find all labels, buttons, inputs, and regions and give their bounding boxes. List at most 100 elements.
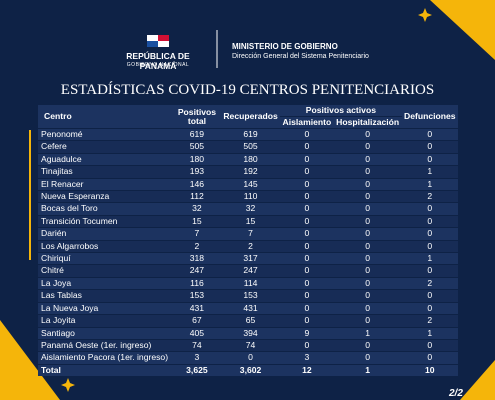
- cell: 1: [427, 327, 433, 338]
- table-row: Aislamiento Pacora (1er. ingreso) 3 0 3 0 0: [38, 352, 458, 364]
- table-row: Cefere 505 505 0 0 0: [38, 141, 458, 153]
- cell: 192: [243, 166, 258, 177]
- cell: 0: [304, 129, 310, 139]
- cell: 394: [243, 327, 258, 338]
- cell: 1: [365, 327, 371, 338]
- department: Dirección General del Sistema Penitencia…: [232, 53, 369, 60]
- cell: 0: [365, 129, 371, 139]
- cell: 153: [189, 290, 205, 301]
- total-cell: 3,602: [239, 364, 262, 375]
- sparkle: [61, 378, 75, 392]
- table-row: El Renacer 146 145 0 0 1: [38, 178, 458, 191]
- cell: 0: [304, 166, 310, 177]
- cell: 67: [192, 315, 202, 326]
- table-row: Santiago 405 394 9 1 1: [38, 327, 458, 339]
- cell: 0: [304, 265, 310, 276]
- cell: 2: [194, 240, 200, 251]
- center-name: Bocas del Toro: [41, 203, 98, 214]
- cell: 0: [365, 339, 371, 350]
- cell: 0: [304, 315, 310, 326]
- corner-shape: [0, 320, 60, 400]
- center-name: Darién: [41, 228, 67, 239]
- cell: 431: [243, 302, 258, 313]
- cell: 619: [243, 129, 258, 139]
- center-name: Transición Tocumen: [41, 215, 118, 226]
- col-header: Centro: [44, 111, 72, 121]
- cell: 405: [189, 327, 205, 338]
- cell: 2: [427, 315, 433, 326]
- cell: 7: [248, 228, 253, 239]
- cell: 15: [192, 215, 202, 226]
- total-cell: Total: [41, 364, 61, 375]
- cell: 1: [427, 178, 433, 189]
- center-name: El Renacer: [41, 178, 84, 189]
- cell: 114: [243, 277, 258, 288]
- title: ESTADÍSTICAS COVID-19 CENTROS PENITENCIA…: [60, 82, 435, 98]
- center-name: Cefere: [41, 141, 67, 152]
- cell: 193: [189, 166, 205, 177]
- table-row: Tinajitas 193 192 0 0 1: [38, 166, 458, 178]
- cell: 0: [427, 265, 433, 276]
- table-row: Aguadulce 180 180 0 0 0: [38, 153, 458, 166]
- center-name: Tinajitas: [41, 166, 73, 177]
- col-header: Recuperados: [223, 111, 278, 121]
- header-row: Centro Positivos total Recuperados Posit…: [38, 105, 458, 125]
- cell: 2: [427, 191, 433, 202]
- table-row: Penonomé 619 619 0 0 0: [38, 129, 458, 141]
- cell: 0: [304, 240, 310, 251]
- cell: 0: [427, 153, 433, 164]
- cell: 32: [192, 203, 202, 214]
- cell: 15: [245, 215, 256, 226]
- cell: 180: [243, 153, 258, 164]
- table-row: Nueva Esperanza 112 110 0 0 2: [38, 191, 458, 203]
- government: GOBIERNO NACIONAL: [126, 62, 190, 68]
- cell: 0: [304, 203, 310, 214]
- cell: 3: [194, 352, 200, 363]
- total-row: Total 3,625 3,602 12 1 10: [38, 364, 458, 377]
- cell: 0: [427, 203, 433, 214]
- cell: 7: [194, 228, 200, 239]
- center-name: Chitré: [41, 265, 64, 276]
- table-row: La Nueva Joya 431 431 0 0 0: [38, 302, 458, 315]
- cell: 0: [365, 166, 371, 177]
- cell: 0: [304, 141, 310, 152]
- cell: 145: [243, 178, 258, 189]
- ministry: MINISTERIO DE GOBIERNO: [232, 42, 338, 51]
- cell: 0: [304, 302, 310, 313]
- table-row: Los Algarrobos 2 2 0 0 0: [38, 240, 458, 253]
- cell: 0: [304, 290, 310, 301]
- cell: 0: [427, 141, 433, 152]
- table-row: Bocas del Toro 32 32 0 0 0: [38, 203, 458, 215]
- cell: 0: [427, 228, 433, 239]
- cell: 0: [365, 315, 371, 326]
- cell: 317: [243, 253, 258, 264]
- center-name: Panamá Oeste (1er. ingreso): [41, 339, 152, 350]
- center-name: La Joyita: [41, 315, 76, 326]
- table-row: Chitré 247 247 0 0 0: [38, 265, 458, 277]
- cell: 0: [365, 141, 371, 152]
- cell: 32: [245, 203, 256, 214]
- center-name: Chiriquí: [41, 253, 71, 264]
- cell: 2: [248, 240, 253, 251]
- cell: 0: [304, 191, 310, 202]
- cell: 74: [192, 339, 202, 350]
- sparkle: [418, 8, 432, 22]
- col-header: Aislamiento: [282, 117, 332, 127]
- cell: 1: [427, 253, 433, 264]
- cell: 0: [365, 178, 371, 189]
- total-cell: 1: [365, 364, 371, 375]
- table-row: Darién 7 7 0 0 0: [38, 228, 458, 240]
- total-cell: 10: [425, 364, 435, 375]
- table-row: Chiriquí 318 317 0 0 1: [38, 253, 458, 265]
- cell: 0: [365, 302, 371, 313]
- table-row: Las Tablas 153 153 0 0 0: [38, 290, 458, 302]
- corner-shape: [460, 360, 495, 400]
- cell: 0: [427, 352, 433, 363]
- cell: 0: [304, 339, 310, 350]
- cell: 0: [427, 339, 433, 350]
- cell: 0: [304, 153, 310, 164]
- total-cell: 12: [302, 364, 312, 375]
- cell: 0: [365, 228, 371, 239]
